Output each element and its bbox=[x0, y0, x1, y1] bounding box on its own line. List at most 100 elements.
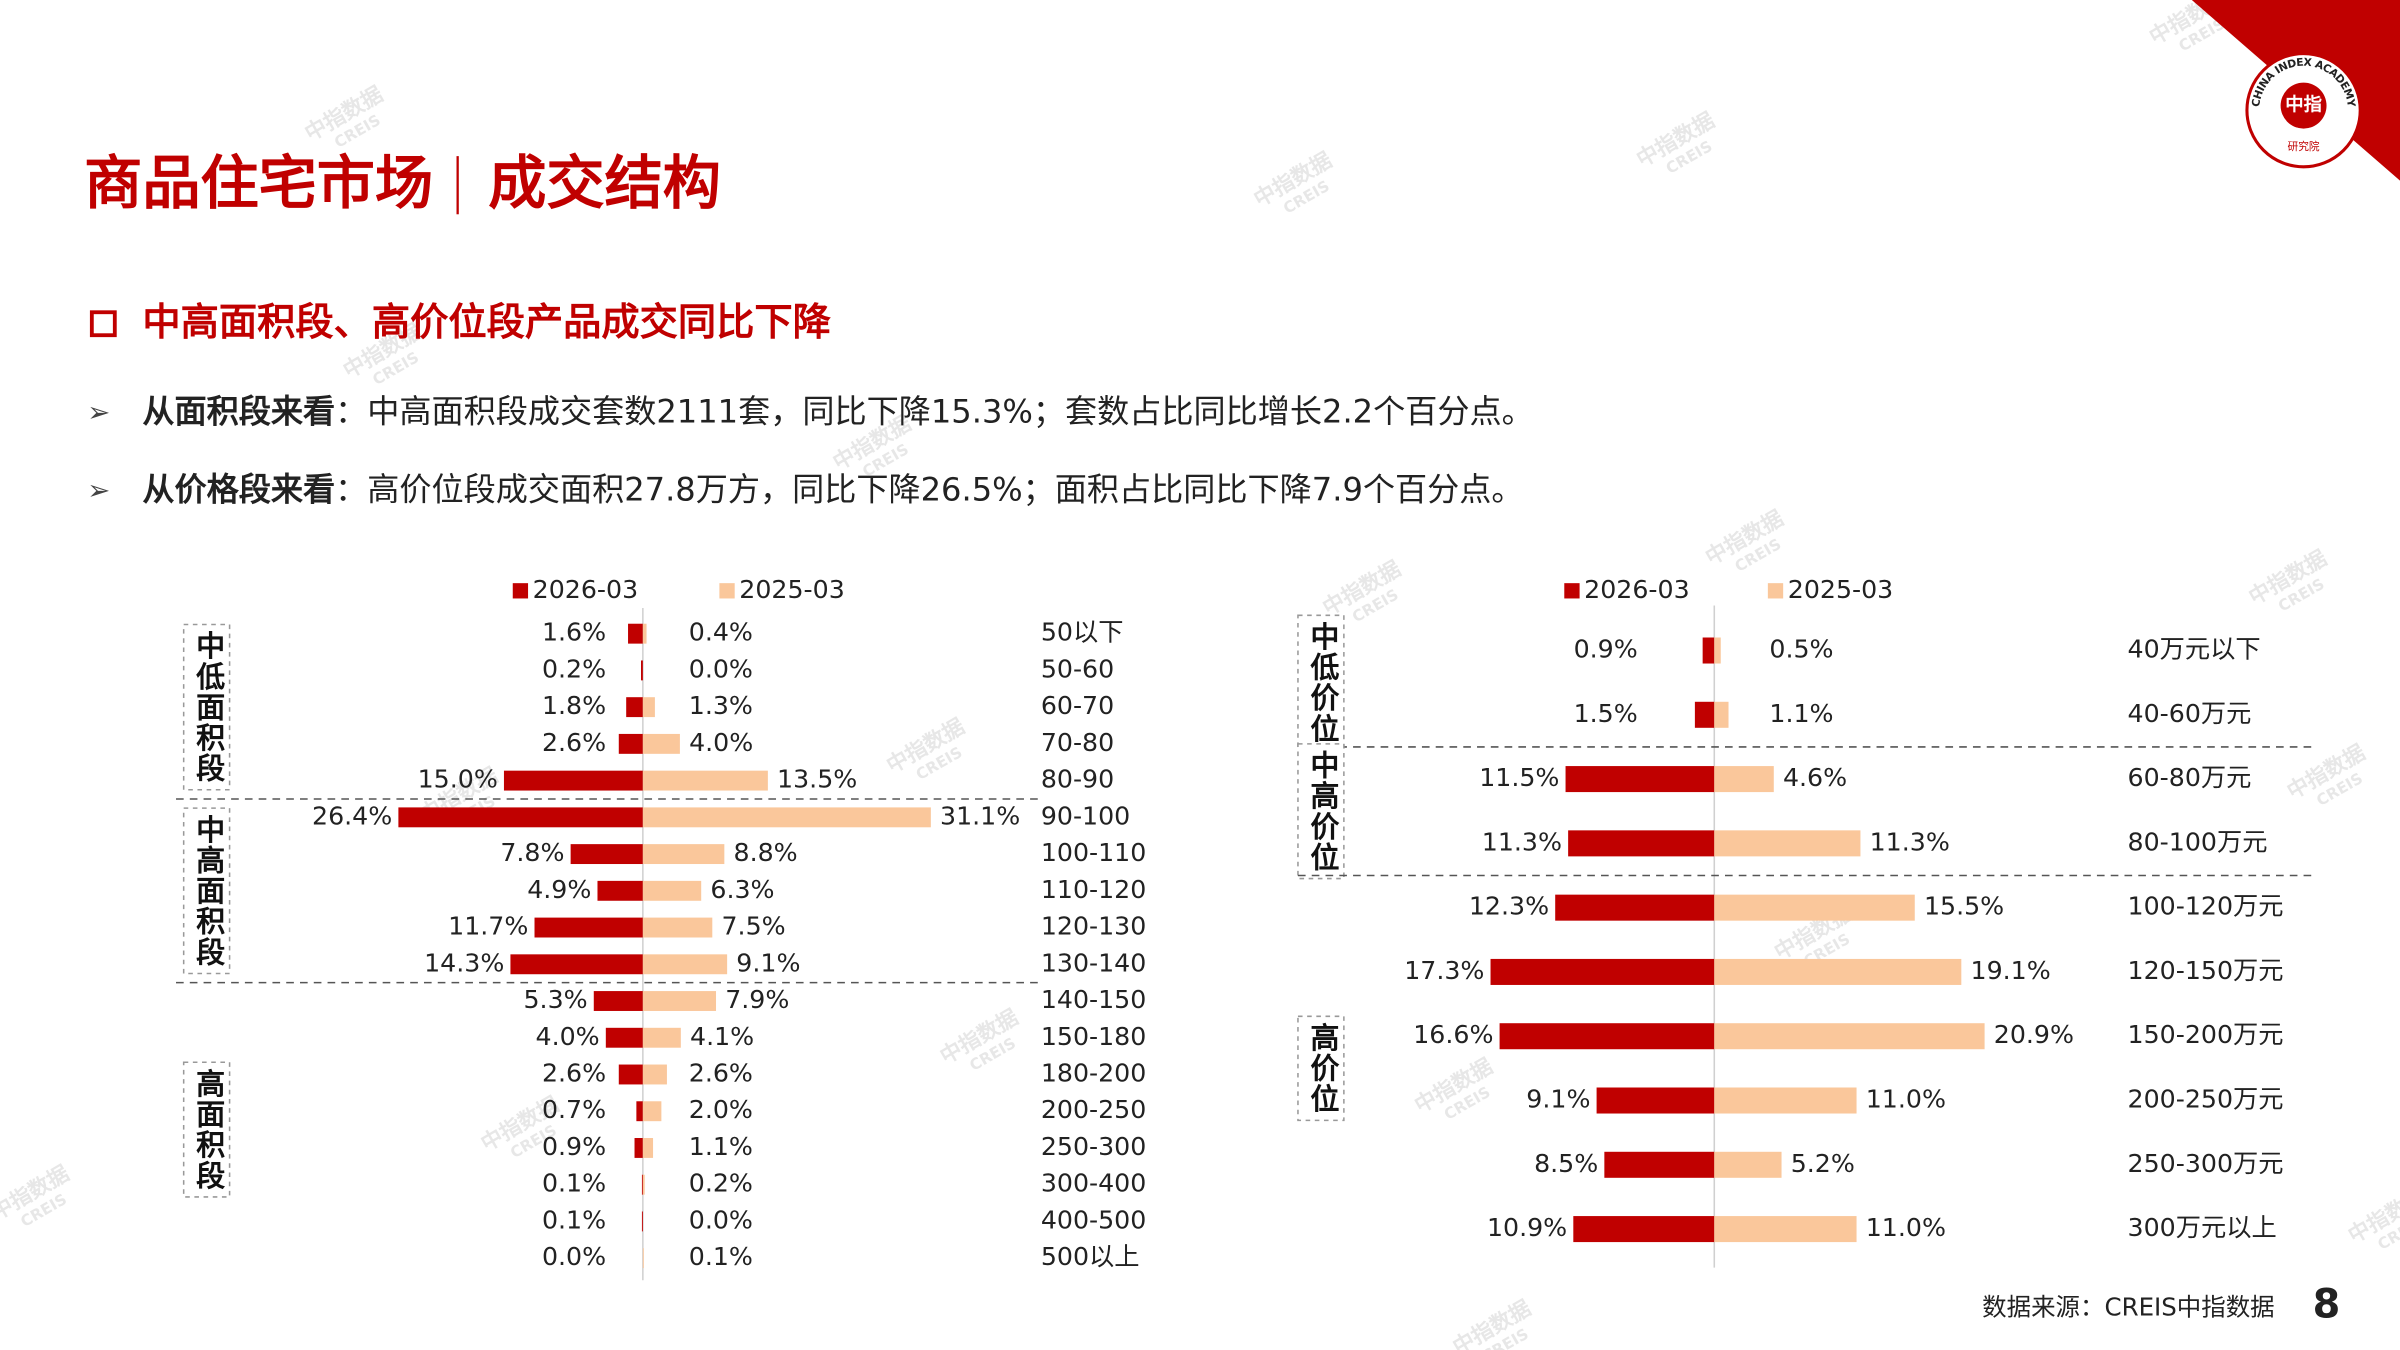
category-label: 150-180 bbox=[1041, 1022, 1147, 1051]
bar bbox=[642, 1064, 667, 1085]
bar bbox=[1714, 1216, 1857, 1243]
bar bbox=[634, 1138, 643, 1158]
value-label: 11.0% bbox=[1866, 1085, 1946, 1114]
title: 商品住宅市场 bbox=[84, 149, 433, 217]
logo-sub: 研究院 bbox=[2288, 140, 2320, 153]
group-label: 中低面积段 bbox=[192, 630, 227, 783]
value-label: 17.3% bbox=[1404, 956, 1484, 985]
value-label: 11.3% bbox=[1870, 827, 1950, 856]
bar bbox=[1714, 1151, 1782, 1178]
bar bbox=[1714, 1087, 1857, 1114]
value-label: 16.6% bbox=[1413, 1020, 1493, 1049]
category-label: 50-60 bbox=[1041, 654, 1114, 683]
value-label: 4.0% bbox=[536, 1022, 600, 1051]
legend-label: 2026-03 bbox=[533, 575, 639, 604]
bar bbox=[642, 1174, 645, 1195]
headline-box bbox=[89, 310, 117, 338]
headline: 中高面积段、高价位段产品成交同比下降 bbox=[142, 300, 831, 345]
value-label: 12.3% bbox=[1469, 892, 1549, 921]
category-label: 300-400 bbox=[1041, 1169, 1147, 1198]
source: 数据来源：CREIS中指数据 bbox=[1982, 1293, 2275, 1322]
bar bbox=[642, 844, 725, 865]
value-label: 14.3% bbox=[424, 948, 504, 977]
bar bbox=[1714, 637, 1721, 664]
value-label: 1.8% bbox=[542, 691, 606, 720]
group-box bbox=[182, 1061, 231, 1198]
bar bbox=[1714, 766, 1774, 793]
value-label: 11.7% bbox=[448, 912, 528, 941]
category-label: 60-70 bbox=[1041, 691, 1114, 720]
bar bbox=[642, 697, 655, 718]
value-label: 0.5% bbox=[1769, 635, 1833, 664]
value-label: 11.3% bbox=[1482, 827, 1562, 856]
value-label: 20.9% bbox=[1994, 1020, 2074, 1049]
value-label: 19.1% bbox=[1971, 956, 2051, 985]
bar bbox=[570, 844, 643, 865]
value-label: 0.9% bbox=[542, 1132, 606, 1161]
bar bbox=[642, 807, 931, 828]
charts: 2026-03 2025-03 50以下 1.6% 0.4% 50-60 0.2% 0.0% 6… bbox=[176, 575, 2312, 1281]
bar bbox=[1499, 1023, 1715, 1050]
bullet: 从面积段来看：中高面积段成交套数2111套，同比下降15.3%；套数占比同比增长… bbox=[142, 392, 1533, 430]
bar bbox=[1714, 1023, 1985, 1050]
value-label: 4.9% bbox=[527, 875, 591, 904]
chart: 2026-03 2025-03 40万元以下 0.9% 0.5% 40-60万元 1.5% 1… bbox=[1297, 575, 2312, 1268]
value-label: 0.2% bbox=[542, 654, 606, 683]
value-label: 5.2% bbox=[1791, 1149, 1855, 1178]
bar bbox=[1573, 1216, 1715, 1243]
category-label: 100-120万元 bbox=[2128, 892, 2284, 921]
value-label: 2.6% bbox=[542, 1058, 606, 1087]
bar bbox=[641, 1174, 643, 1195]
legend-swatch bbox=[1564, 583, 1580, 599]
legend-swatch bbox=[719, 583, 735, 599]
bar bbox=[642, 917, 713, 938]
bar bbox=[628, 623, 643, 644]
value-label: 2.0% bbox=[689, 1095, 753, 1124]
logo-mark: 中指 bbox=[2285, 94, 2322, 116]
value-label: 0.0% bbox=[542, 1242, 606, 1271]
category-label: 110-120 bbox=[1041, 875, 1147, 904]
bar bbox=[1565, 766, 1715, 793]
value-label: 11.5% bbox=[1479, 763, 1559, 792]
category-label: 400-500 bbox=[1041, 1205, 1147, 1234]
value-label: 5.3% bbox=[523, 985, 587, 1014]
category-label: 80-100万元 bbox=[2128, 827, 2268, 856]
bullet-arrow: ➢ bbox=[87, 396, 110, 428]
legend-swatch bbox=[1767, 583, 1784, 599]
category-label: 180-200 bbox=[1041, 1058, 1147, 1087]
bar bbox=[1490, 958, 1715, 985]
value-label: 4.1% bbox=[690, 1022, 754, 1051]
category-label: 250-300 bbox=[1041, 1132, 1147, 1161]
category-label: 90-100 bbox=[1041, 801, 1130, 830]
bar bbox=[618, 1064, 643, 1085]
value-label: 1.3% bbox=[689, 691, 753, 720]
group-label: 高面积段 bbox=[192, 1068, 226, 1191]
value-label: 1.6% bbox=[542, 618, 606, 647]
category-label: 40-60万元 bbox=[2128, 699, 2252, 728]
group-box bbox=[182, 807, 231, 975]
bar bbox=[398, 807, 643, 828]
bar bbox=[642, 770, 768, 791]
bar bbox=[636, 1101, 643, 1122]
bar bbox=[642, 623, 647, 644]
bar bbox=[1714, 894, 1915, 921]
bar bbox=[1714, 701, 1729, 728]
bullet: 从价格段来看：高价位段成交面积27.8万方，同比下降26.5%；面积占比同比下降… bbox=[142, 470, 1523, 508]
value-label: 8.8% bbox=[734, 838, 798, 867]
bar bbox=[642, 1101, 662, 1122]
bullet-arrow: ➢ bbox=[87, 474, 110, 506]
value-label: 9.1% bbox=[736, 948, 800, 977]
category-label: 70-80 bbox=[1041, 728, 1114, 757]
value-label: 0.7% bbox=[542, 1095, 606, 1124]
bar bbox=[597, 880, 643, 901]
legend-swatch bbox=[512, 583, 529, 599]
category-label: 300万元以上 bbox=[2128, 1213, 2277, 1242]
value-label: 9.1% bbox=[1526, 1085, 1590, 1114]
